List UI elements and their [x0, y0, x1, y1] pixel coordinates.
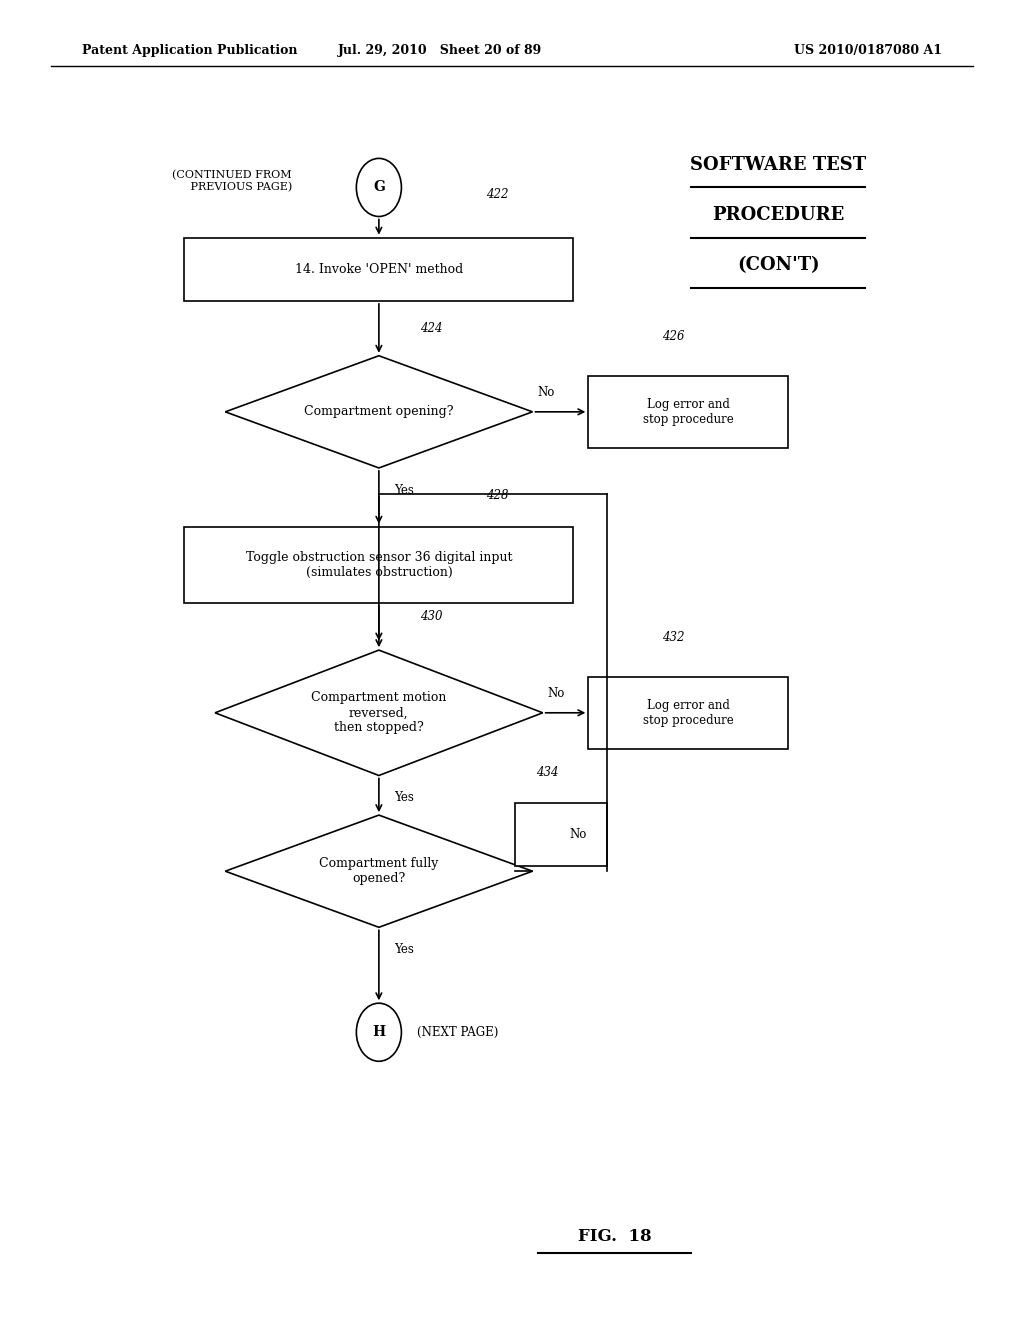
Polygon shape: [225, 814, 532, 927]
Text: (CON'T): (CON'T): [737, 256, 819, 275]
Polygon shape: [215, 649, 543, 776]
Text: 432: 432: [663, 631, 685, 644]
FancyBboxPatch shape: [184, 527, 573, 603]
Text: No: No: [538, 385, 555, 399]
Text: Compartment fully
opened?: Compartment fully opened?: [319, 857, 438, 886]
Text: US 2010/0187080 A1: US 2010/0187080 A1: [794, 44, 942, 57]
Text: Compartment opening?: Compartment opening?: [304, 405, 454, 418]
Text: FIG.  18: FIG. 18: [578, 1229, 651, 1245]
Text: 434: 434: [536, 766, 558, 779]
Text: 428: 428: [486, 488, 509, 502]
Text: 424: 424: [420, 322, 442, 335]
Text: Yes: Yes: [394, 484, 414, 496]
Circle shape: [356, 158, 401, 216]
Text: Jul. 29, 2010   Sheet 20 of 89: Jul. 29, 2010 Sheet 20 of 89: [338, 44, 543, 57]
Text: PROCEDURE: PROCEDURE: [712, 206, 845, 224]
Text: No: No: [548, 686, 565, 700]
Text: Yes: Yes: [394, 791, 414, 804]
Text: H: H: [373, 1026, 385, 1039]
Text: 426: 426: [663, 330, 685, 343]
FancyBboxPatch shape: [184, 238, 573, 301]
Text: G: G: [373, 181, 385, 194]
FancyBboxPatch shape: [515, 803, 607, 866]
Text: (NEXT PAGE): (NEXT PAGE): [417, 1026, 498, 1039]
Text: Toggle obstruction sensor 36 digital input
(simulates obstruction): Toggle obstruction sensor 36 digital inp…: [246, 550, 512, 579]
Text: Yes: Yes: [394, 942, 414, 956]
Circle shape: [356, 1003, 401, 1061]
Text: Log error and
stop procedure: Log error and stop procedure: [643, 397, 733, 426]
Polygon shape: [225, 356, 532, 469]
Text: 14. Invoke 'OPEN' method: 14. Invoke 'OPEN' method: [295, 263, 463, 276]
Text: 422: 422: [486, 187, 509, 201]
FancyBboxPatch shape: [588, 676, 788, 750]
Text: SOFTWARE TEST: SOFTWARE TEST: [690, 156, 866, 174]
Text: Compartment motion
reversed,
then stopped?: Compartment motion reversed, then stoppe…: [311, 692, 446, 734]
Text: No: No: [569, 828, 587, 841]
FancyBboxPatch shape: [588, 375, 788, 449]
Text: 430: 430: [420, 610, 442, 623]
Text: Patent Application Publication: Patent Application Publication: [82, 44, 297, 57]
Text: Log error and
stop procedure: Log error and stop procedure: [643, 698, 733, 727]
Text: (CONTINUED FROM
 PREVIOUS PAGE): (CONTINUED FROM PREVIOUS PAGE): [172, 170, 292, 191]
